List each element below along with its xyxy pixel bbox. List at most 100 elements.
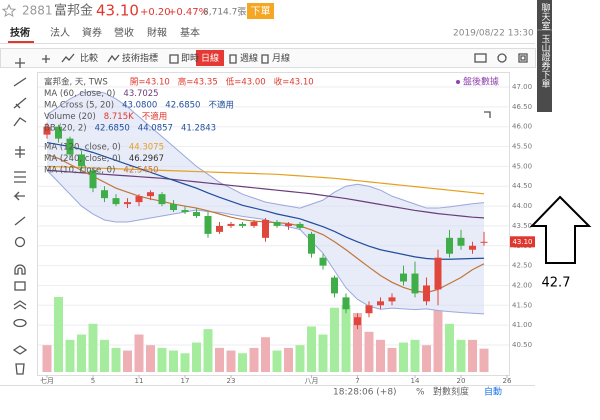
favorite-star[interactable] — [1, 3, 17, 18]
candle-body — [296, 223, 304, 228]
magnet-tool[interactable] — [14, 264, 26, 275]
x-tick-label: 23 — [227, 377, 236, 385]
legend-label: BB (20, 2) — [44, 124, 87, 134]
order-button-label: 下單 — [251, 6, 271, 18]
candle-body — [319, 257, 327, 266]
volume-bar — [249, 347, 259, 372]
volume-bar — [169, 350, 178, 372]
delete-tool[interactable] — [15, 363, 25, 375]
pen-tool[interactable] — [13, 117, 27, 127]
toolbar-item[interactable]: 技術指標 — [122, 52, 158, 64]
weekly-icon[interactable] — [229, 54, 237, 64]
volume-bar — [318, 334, 328, 372]
volume-bar — [456, 339, 466, 372]
tab[interactable]: 財報 — [147, 26, 167, 39]
side-tab[interactable]: 玉山證券下單 — [540, 34, 551, 88]
order-button[interactable] — [247, 3, 274, 19]
active-period[interactable] — [196, 50, 224, 66]
crosshair-tool[interactable] — [15, 58, 25, 68]
tab[interactable]: 營收 — [114, 26, 134, 39]
candle-body — [204, 216, 212, 234]
toolbar-item[interactable]: 即時 — [181, 53, 199, 64]
volume-bar — [261, 337, 270, 372]
legend-label: MA (60, close, 0) — [44, 89, 115, 99]
fullscreen-icon[interactable] — [518, 53, 528, 63]
trend-tool[interactable] — [13, 97, 27, 109]
candle-body — [354, 317, 361, 326]
channel-tool[interactable] — [14, 171, 26, 183]
x-tick-label: 17 — [181, 377, 190, 385]
volume-bar — [330, 307, 339, 372]
back-tool[interactable] — [13, 191, 25, 201]
toolbar-item[interactable]: 週線 — [240, 52, 258, 64]
toolbar-item[interactable]: 月線 — [272, 52, 290, 64]
legend-value: 42.5450 — [123, 166, 158, 176]
volume-bar — [284, 347, 293, 372]
lock-tool[interactable] — [14, 281, 26, 291]
monthly-icon[interactable] — [261, 54, 269, 64]
volume-bar — [422, 345, 431, 372]
tab[interactable]: 法人 — [50, 26, 70, 39]
tab[interactable]: 基本 — [180, 26, 200, 39]
after-hours[interactable]: 盤後數據 — [463, 76, 499, 88]
x-tick-label: 11 — [135, 377, 144, 385]
candle-body — [469, 245, 476, 250]
moving-average — [46, 169, 485, 219]
x-tick-label: 26 — [503, 377, 512, 385]
side-tab[interactable]: 聊天室 — [540, 2, 551, 30]
stock-name: 富邦金 — [54, 3, 93, 19]
eye-tool[interactable] — [13, 318, 27, 328]
candle-body — [411, 273, 419, 294]
volume-bar — [77, 334, 86, 372]
layer-tool[interactable] — [13, 300, 27, 310]
add-icon[interactable] — [42, 55, 50, 63]
after-hours-dot — [456, 80, 460, 84]
volume-bar — [376, 339, 385, 372]
tab[interactable]: 技術 — [10, 26, 30, 39]
tab[interactable]: 資券 — [82, 26, 102, 39]
legend-value: 42.6850 — [95, 124, 130, 134]
y-tick-label: 42.00 — [512, 281, 532, 289]
candle-body — [434, 257, 442, 290]
stack-tool[interactable] — [12, 345, 28, 355]
auto-toggle[interactable]: 自動 — [484, 386, 502, 398]
y-tick-label: 45.50 — [512, 143, 532, 151]
legend-label: MA (240, close, 0) — [44, 154, 121, 164]
line-tool[interactable] — [13, 77, 27, 87]
volume-bar — [479, 348, 489, 372]
candle-body — [227, 223, 235, 226]
toolbar-item[interactable]: 日線 — [201, 52, 219, 64]
x-tick-label: 5 — [91, 377, 95, 385]
settings-icon[interactable] — [497, 53, 507, 63]
legend-label: MA (10, close, 0) — [44, 166, 115, 176]
candle-body — [43, 126, 51, 135]
indicator-icon[interactable] — [107, 54, 120, 63]
y-tick-label: 44.00 — [512, 202, 532, 210]
price-change: +0.20 — [140, 7, 171, 18]
y-tick-label: 46.50 — [512, 103, 532, 111]
log-scale-toggle[interactable]: 對數刻度 — [433, 386, 469, 398]
realtime-icon[interactable] — [169, 54, 179, 64]
candle-body — [423, 285, 430, 302]
volume-bar — [180, 353, 190, 372]
zoom-tool[interactable] — [14, 236, 26, 248]
camera-icon[interactable] — [474, 53, 487, 63]
candle-body — [193, 212, 200, 216]
candle-body — [285, 223, 292, 226]
toolbar-item[interactable]: 比較 — [80, 52, 98, 64]
volume-bar — [272, 350, 282, 372]
legend-label: Volume (20) — [44, 112, 96, 122]
candle-body — [342, 297, 350, 310]
collapse-icon[interactable] — [484, 111, 491, 118]
percent-toggle[interactable]: % — [416, 388, 425, 398]
candle-body — [170, 204, 177, 211]
price-change-pct: +0.47% — [168, 7, 208, 18]
fib-tool[interactable] — [15, 146, 25, 158]
volume-bar — [295, 345, 305, 372]
legend-value: 42.6850 — [165, 101, 200, 111]
x-tick-label: 七月 — [40, 376, 54, 385]
volume-bar — [341, 305, 351, 372]
compare-icon[interactable] — [61, 53, 75, 63]
ruler-tool[interactable] — [14, 216, 26, 226]
moving-average — [46, 165, 485, 195]
